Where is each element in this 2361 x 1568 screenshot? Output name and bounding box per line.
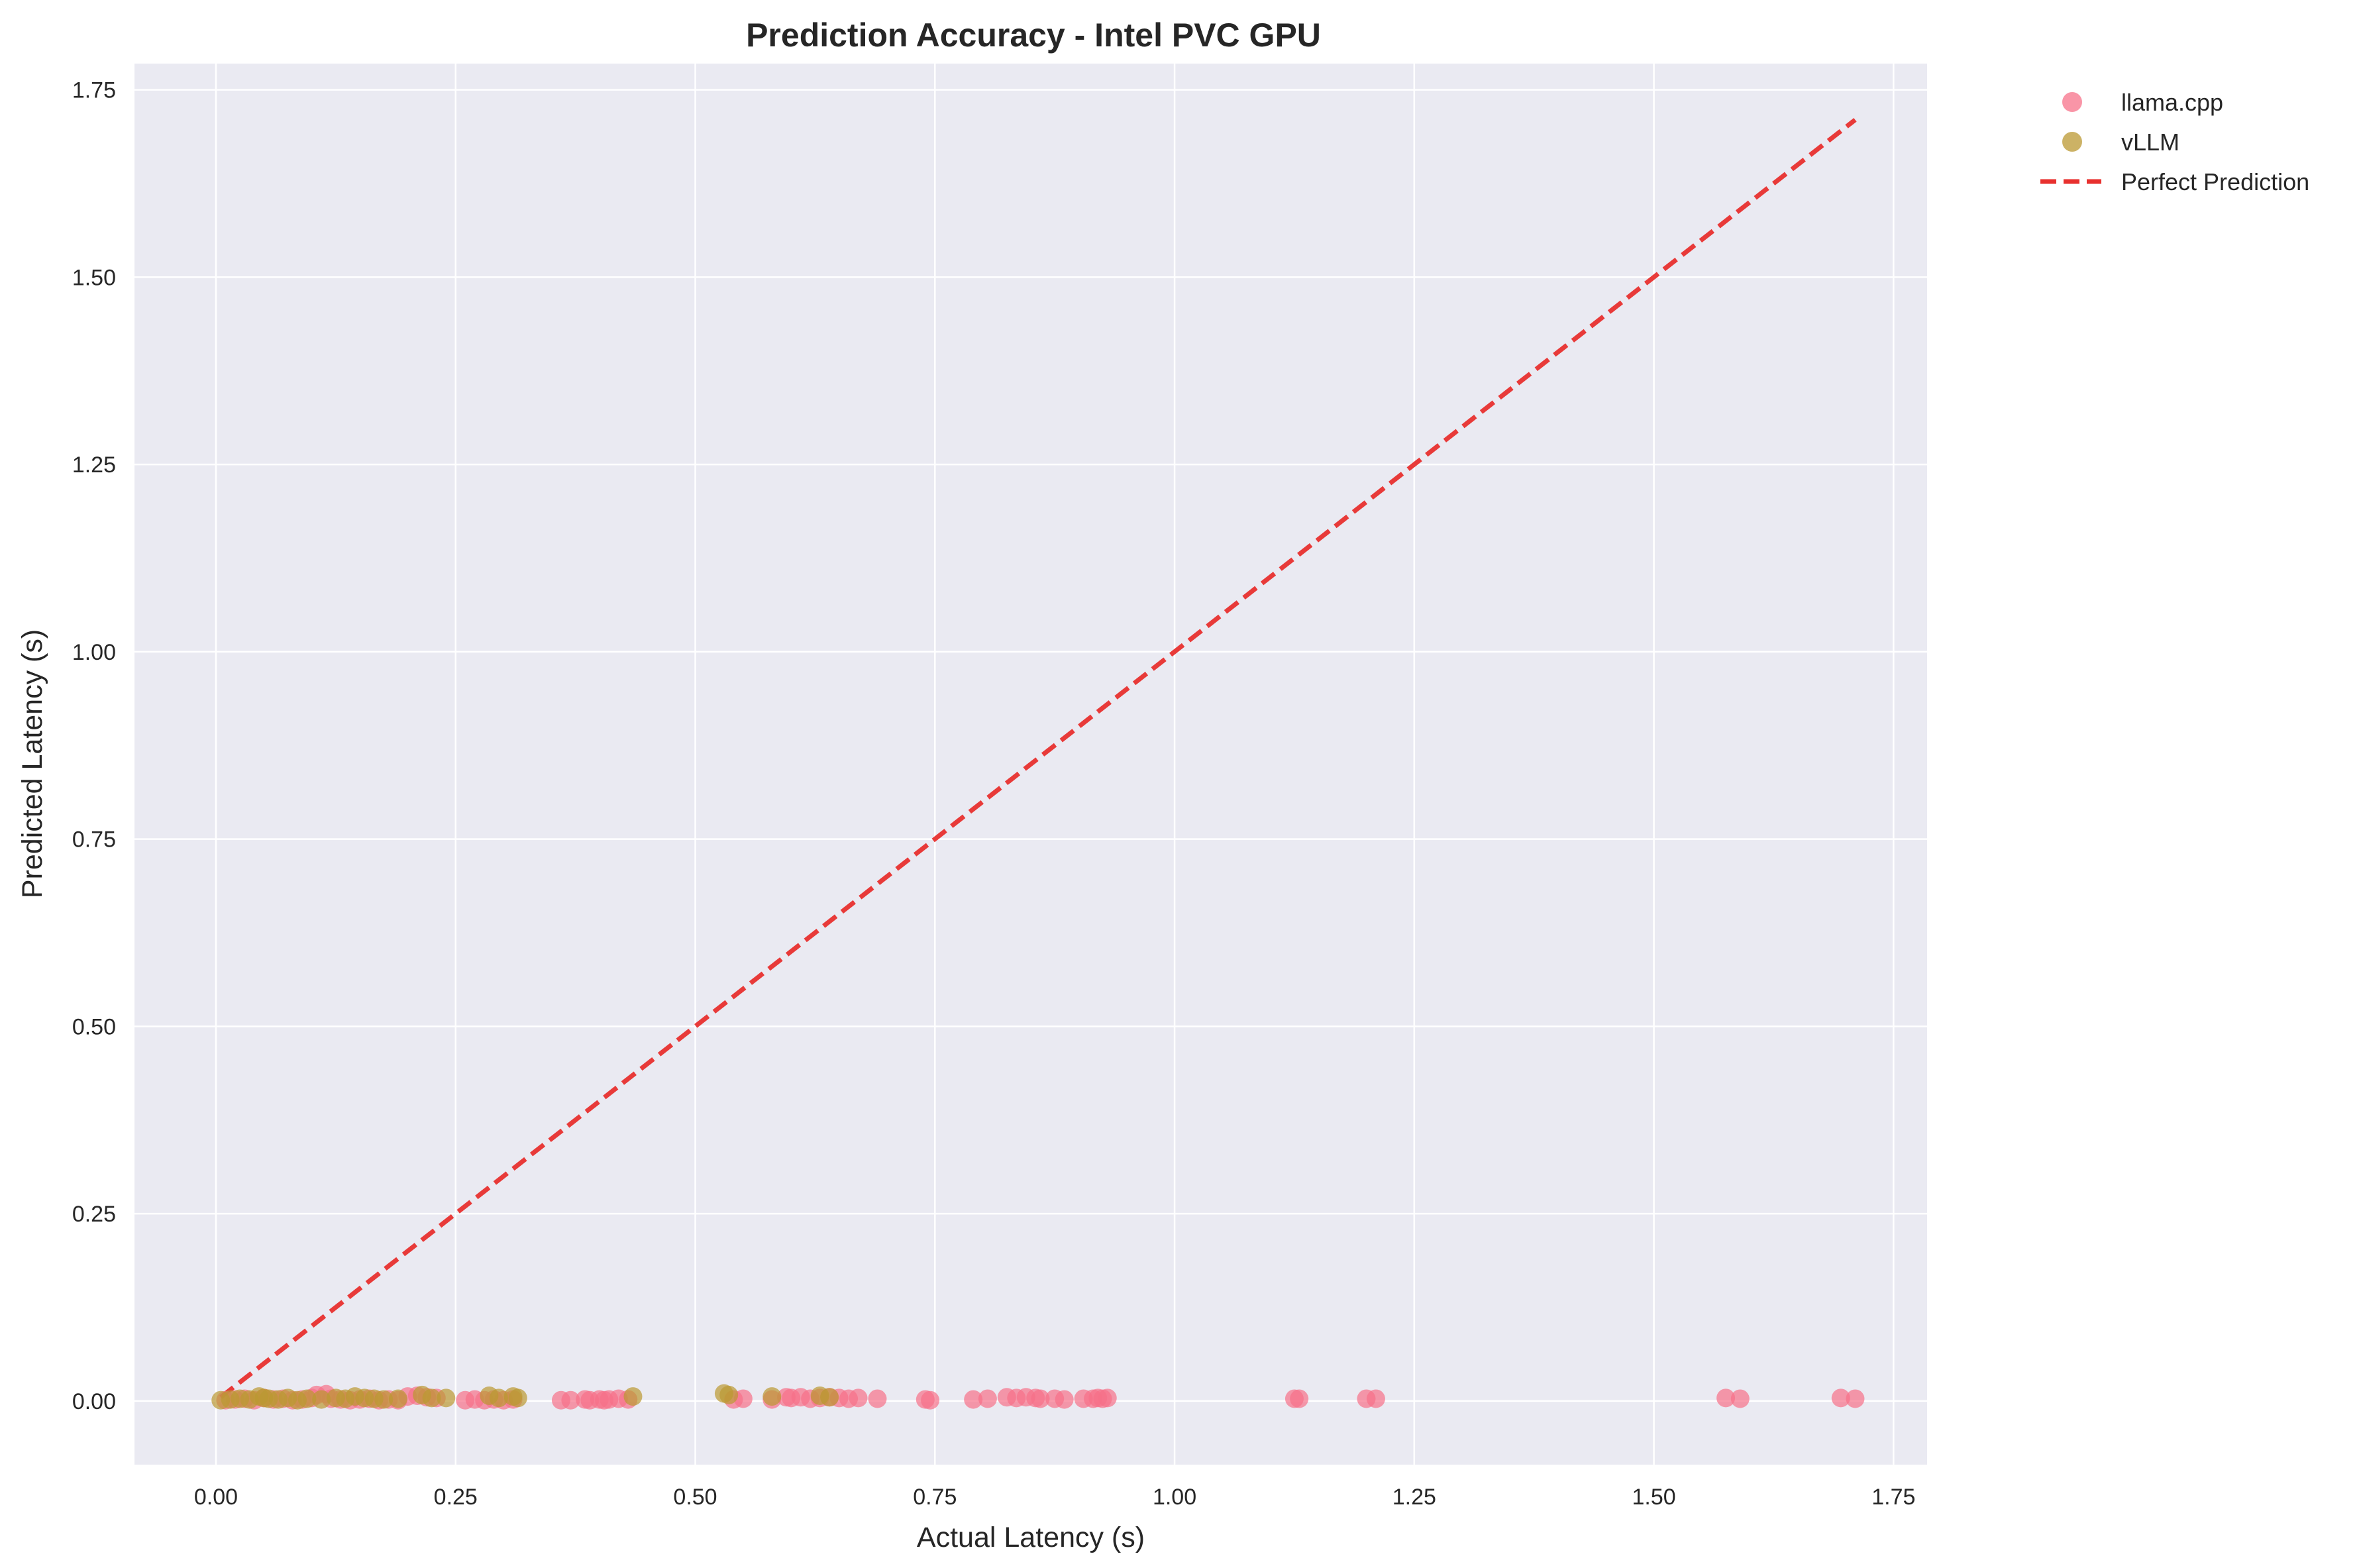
data-point-vllm: [388, 1389, 407, 1408]
data-point-llama-cpp: [849, 1388, 868, 1408]
data-point-llama-cpp: [1716, 1388, 1736, 1408]
data-point-llama-cpp: [1290, 1389, 1309, 1408]
y-tick-label: 1.50: [72, 265, 116, 290]
x-tick-label: 1.25: [1392, 1485, 1436, 1510]
data-point-vllm: [489, 1388, 508, 1408]
data-point-llama-cpp: [1831, 1388, 1850, 1408]
data-point-llama-cpp: [733, 1389, 753, 1408]
x-axis-ticks: 0.00 0.25 0.50 0.75 1.00 1.25 1.50 1.75: [194, 1485, 1916, 1510]
data-point-llama-cpp: [561, 1390, 580, 1410]
data-point-vllm: [623, 1387, 643, 1406]
x-tick-label: 0.75: [913, 1485, 957, 1510]
y-tick-label: 1.75: [72, 78, 116, 103]
data-point-llama-cpp: [964, 1390, 983, 1409]
y-tick-label: 0.25: [72, 1202, 116, 1227]
data-point-llama-cpp: [921, 1390, 940, 1410]
series-vllm: [211, 1384, 839, 1410]
y-tick-label: 1.25: [72, 452, 116, 478]
data-point-llama-cpp: [1031, 1389, 1050, 1408]
data-point-llama-cpp: [1098, 1388, 1117, 1408]
y-axis-ticks: 0.00 0.25 0.50 0.75 1.00 1.25 1.50 1.75: [72, 78, 116, 1414]
y-axis-label: Predicted Latency (s): [17, 629, 48, 898]
y-tick-label: 0.00: [72, 1389, 116, 1414]
x-tick-label: 0.00: [194, 1485, 238, 1510]
data-point-vllm: [422, 1388, 441, 1408]
legend: llama.cpp vLLM Perfect Prediction: [2040, 89, 2309, 195]
data-point-llama-cpp: [1055, 1390, 1074, 1409]
legend-marker-llama-cpp: [2062, 92, 2082, 112]
data-point-llama-cpp: [1366, 1389, 1385, 1408]
data-point-llama-cpp: [868, 1389, 887, 1408]
data-point-vllm: [312, 1390, 331, 1409]
data-point-llama-cpp: [1730, 1389, 1750, 1408]
data-point-llama-cpp: [978, 1389, 997, 1408]
legend-label-vllm: vLLM: [2121, 129, 2179, 156]
x-tick-label: 0.50: [673, 1485, 717, 1510]
legend-label-perfect-prediction: Perfect Prediction: [2121, 168, 2309, 195]
data-point-llama-cpp: [1846, 1389, 1865, 1408]
x-axis-label: Actual Latency (s): [917, 1522, 1145, 1553]
data-point-vllm: [437, 1388, 456, 1408]
data-point-vllm: [719, 1385, 739, 1404]
data-point-vllm: [374, 1390, 394, 1409]
y-tick-label: 0.75: [72, 827, 116, 853]
data-point-vllm: [508, 1388, 527, 1408]
data-point-vllm: [820, 1388, 839, 1407]
x-tick-label: 1.75: [1871, 1485, 1915, 1510]
y-tick-label: 1.00: [72, 640, 116, 665]
x-tick-label: 0.25: [434, 1485, 478, 1510]
legend-marker-vllm: [2062, 132, 2082, 152]
data-point-vllm: [762, 1387, 782, 1406]
x-tick-label: 1.00: [1153, 1485, 1196, 1510]
y-tick-label: 0.50: [72, 1014, 116, 1039]
x-tick-label: 1.50: [1632, 1485, 1675, 1510]
data-point-vllm: [297, 1389, 317, 1408]
perfect-prediction-line: [219, 118, 1857, 1399]
chart-title: Prediction Accuracy - Intel PVC GPU: [746, 17, 1321, 54]
legend-label-llama-cpp: llama.cpp: [2121, 89, 2223, 116]
